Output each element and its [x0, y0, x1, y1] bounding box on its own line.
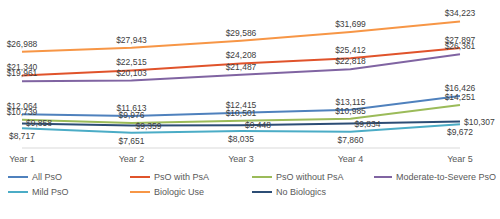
svg-text:Year 4: Year 4 — [338, 154, 364, 164]
svg-text:$10,739: $10,739 — [8, 107, 38, 117]
svg-text:$12,415: $12,415 — [225, 99, 257, 110]
html-text:All PsO: All PsO — [32, 172, 62, 182]
svg-text:$9,858: $9,858 — [26, 118, 52, 128]
svg-text:$22,515: $22,515 — [116, 57, 147, 67]
svg-text:$14,251: $14,251 — [445, 92, 476, 102]
svg-text:$27,943: $27,943 — [116, 35, 147, 45]
html-text:PsO without PsA: PsO without PsA — [276, 172, 344, 182]
svg-text:$7,860: $7,860 — [338, 135, 364, 145]
svg-text:$9,976: $9,976 — [119, 110, 145, 120]
svg-text:$26,361: $26,361 — [445, 41, 476, 51]
svg-text:$26,988: $26,988 — [8, 39, 38, 49]
svg-text:$13,115: $13,115 — [335, 96, 366, 107]
svg-text:$9,359: $9,359 — [136, 121, 162, 131]
svg-text:$31,699: $31,699 — [335, 19, 366, 29]
html-text:No Biologics: No Biologics — [276, 187, 326, 197]
svg-text:$8,717: $8,717 — [9, 131, 35, 141]
html-text:Biologic Use: Biologic Use — [154, 187, 204, 197]
svg-text:$7,651: $7,651 — [119, 136, 145, 146]
svg-text:$10,501: $10,501 — [226, 108, 257, 118]
svg-text:$29,586: $29,586 — [226, 28, 257, 38]
svg-text:Year 1: Year 1 — [9, 154, 35, 164]
svg-text:$10,985: $10,985 — [335, 106, 366, 116]
svg-text:$24,208: $24,208 — [226, 50, 257, 60]
html-text:Moderate-to-Severe PsO: Moderate-to-Severe PsO — [396, 172, 496, 182]
svg-text:$34,223: $34,223 — [445, 8, 476, 18]
html-text:PsO with PsA: PsO with PsA — [154, 172, 209, 182]
svg-text:$16,426: $16,426 — [444, 83, 476, 93]
svg-text:$10,307: $10,307 — [464, 117, 492, 127]
svg-text:Year 5: Year 5 — [447, 154, 473, 164]
svg-text:$19,961: $19,961 — [8, 68, 38, 78]
svg-text:Year 3: Year 3 — [228, 154, 254, 164]
svg-text:$9,448: $9,448 — [245, 120, 271, 130]
svg-text:$8,035: $8,035 — [228, 134, 254, 144]
svg-text:$11,613: $11,613 — [116, 103, 147, 114]
svg-text:$9,672: $9,672 — [447, 127, 473, 137]
svg-text:$27,897: $27,897 — [444, 34, 476, 45]
svg-text:$22,818: $22,818 — [335, 56, 366, 66]
svg-text:Year 2: Year 2 — [119, 154, 145, 164]
html-text:Mild PsO: Mild PsO — [32, 187, 69, 197]
svg-text:$21,487: $21,487 — [226, 62, 257, 72]
svg-text:$25,412: $25,412 — [335, 45, 366, 55]
svg-text:$20,103: $20,103 — [116, 68, 147, 78]
svg-text:$9,834: $9,834 — [355, 119, 381, 129]
